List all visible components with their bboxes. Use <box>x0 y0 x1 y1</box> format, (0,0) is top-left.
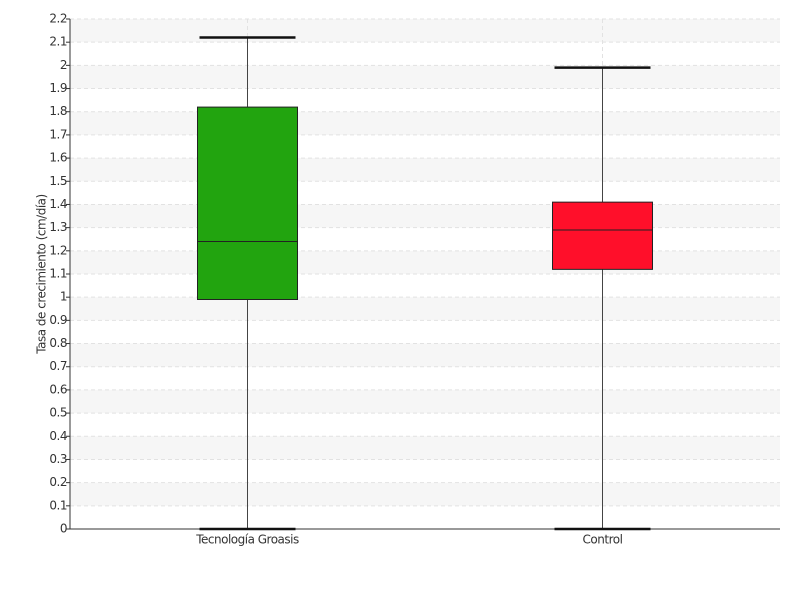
y-tick-label: 0.1 <box>49 498 67 512</box>
y-tick-label: 1.3 <box>49 220 67 234</box>
x-tick-label: Control <box>583 533 623 547</box>
grid-band <box>70 250 780 274</box>
y-axis-label: Tasa de crecimiento (cm/día) <box>35 194 49 354</box>
y-tick-label: 1.1 <box>49 267 67 281</box>
y-tick-label: 1.6 <box>49 151 67 165</box>
y-tick-label: 0.5 <box>49 406 67 420</box>
y-tick-label: 0.2 <box>49 475 67 489</box>
y-tick-label: 1.2 <box>49 243 67 257</box>
grid-band <box>70 343 780 367</box>
box <box>552 201 653 270</box>
y-tick-label: 1.8 <box>49 104 67 118</box>
grid-band <box>70 111 780 135</box>
grid-band <box>70 297 780 321</box>
grid-band <box>70 19 780 43</box>
grid-band <box>70 204 780 228</box>
y-tick-label: 1.9 <box>49 81 67 95</box>
grid-band <box>70 158 780 182</box>
y-tick-label: 1.4 <box>49 197 67 211</box>
y-tick-label: 2.1 <box>49 35 67 49</box>
grid-band <box>70 65 780 89</box>
y-tick-label: 0.4 <box>49 429 67 443</box>
y-tick-label: 1 <box>60 290 67 304</box>
grid-band <box>70 482 780 506</box>
y-tick-label: 0.6 <box>49 382 67 396</box>
y-tick-label: 1.7 <box>49 127 67 141</box>
y-tick-label: 0.7 <box>49 359 67 373</box>
y-tick-label: 2 <box>60 58 67 72</box>
y-tick-label: 0.3 <box>49 452 67 466</box>
grid-band <box>70 389 780 414</box>
y-tick-label: 2.2 <box>49 12 67 26</box>
y-tick-label: 0.8 <box>49 336 67 350</box>
grid-band <box>70 436 780 460</box>
box <box>197 106 298 300</box>
y-tick-label: 0.9 <box>49 313 67 327</box>
y-tick-label: 1.5 <box>49 174 67 188</box>
y-tick-label: 0 <box>60 522 67 536</box>
x-tick-label: Tecnología Groasis <box>195 533 299 547</box>
